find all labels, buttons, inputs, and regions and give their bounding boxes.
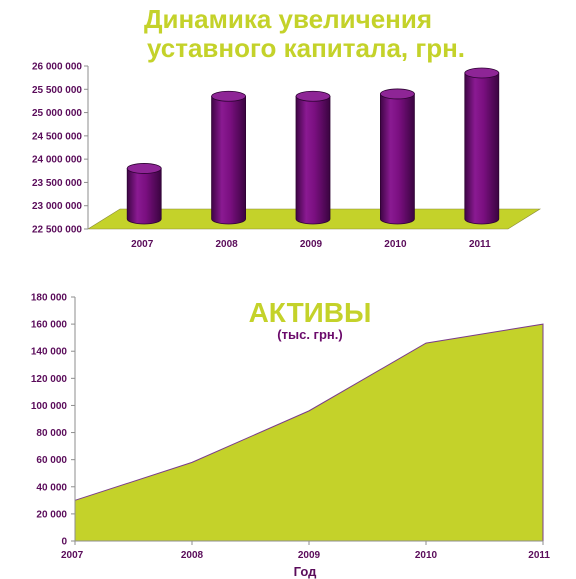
capital-y-tick-label: 25 000 000 [32,108,82,119]
capital-bar-body [211,95,246,225]
capital-y-tick-label: 22 500 000 [32,225,82,236]
assets-chart-x-ticks: 2007 2008 2009 2010 2011 [61,541,550,561]
assets-y-tick-label: 160 000 [31,320,68,331]
capital-chart-title-line1: Динамика увеличения [144,4,432,34]
capital-bar-top [295,90,331,102]
assets-chart-title: АКТИВЫ [249,297,372,328]
assets-x-tick-label: 2009 [298,550,321,561]
capital-bar-top [211,90,247,102]
capital-bar-top [464,67,500,79]
capital-y-tick-label: 23 000 000 [32,201,82,212]
assets-x-tick-label: 2007 [61,550,84,561]
assets-chart-subtitle: (тыс. грн.) [277,327,342,342]
capital-y-tick-label: 26 000 000 [32,62,82,73]
capital-x-tick-label: 2009 [300,239,323,250]
capital-chart-title-line2: уставного капитала, грн. [147,33,465,63]
capital-y-tick-label: 24 000 000 [32,155,82,166]
assets-y-tick-label: 140 000 [31,347,68,358]
assets-chart-x-axis-title: Год [294,564,317,579]
capital-chart-bars [126,67,500,225]
assets-area [74,323,544,542]
assets-x-tick-label: 2010 [415,550,438,561]
capital-x-tick-label: 2007 [131,239,154,250]
assets-y-tick-label: 20 000 [36,509,67,520]
assets-chart-y-ticks: 0 20 000 40 000 60 000 80 000 100 000 120 000 1… [31,293,75,548]
capital-y-tick-label: 23 500 000 [32,178,82,189]
assets-chart: 0 20 000 40 000 60 000 80 000 100 000 120 000 1… [31,293,551,579]
assets-y-tick-label: 100 000 [31,401,68,412]
assets-x-tick-label: 2011 [528,550,550,561]
assets-y-tick-label: 60 000 [36,455,67,466]
capital-bar-top [379,88,415,100]
assets-y-tick-label: 120 000 [31,374,68,385]
capital-bar [295,90,331,225]
capital-bar [211,90,247,225]
capital-x-tick-label: 2010 [384,239,407,250]
assets-y-tick-label: 0 [61,537,67,548]
assets-y-tick-label: 180 000 [31,293,68,304]
assets-x-tick-label: 2008 [181,550,204,561]
capital-y-tick-label: 24 500 000 [32,131,82,142]
capital-bar-body [464,72,500,225]
capital-bar-body [295,95,331,225]
capital-x-tick-label: 2008 [215,239,238,250]
capital-y-tick-label: 25 500 000 [32,85,82,96]
capital-chart: Динамика увеличения уставного капитала, … [32,4,542,250]
capital-bar-body [126,168,162,225]
capital-bar-top [126,163,162,174]
assets-y-tick-label: 40 000 [36,482,67,493]
assets-y-tick-label: 80 000 [36,428,67,439]
capital-bar-body [380,93,415,225]
capital-chart-y-ticks: 22 500 000 23 000 000 23 500 000 24 000 000… [32,62,88,236]
capital-bar [126,163,162,225]
capital-x-tick-label: 2011 [469,239,491,250]
capital-bar [379,88,415,225]
capital-chart-x-ticks: 2007 2008 2009 2010 2011 [131,239,491,250]
capital-bar [464,67,500,225]
